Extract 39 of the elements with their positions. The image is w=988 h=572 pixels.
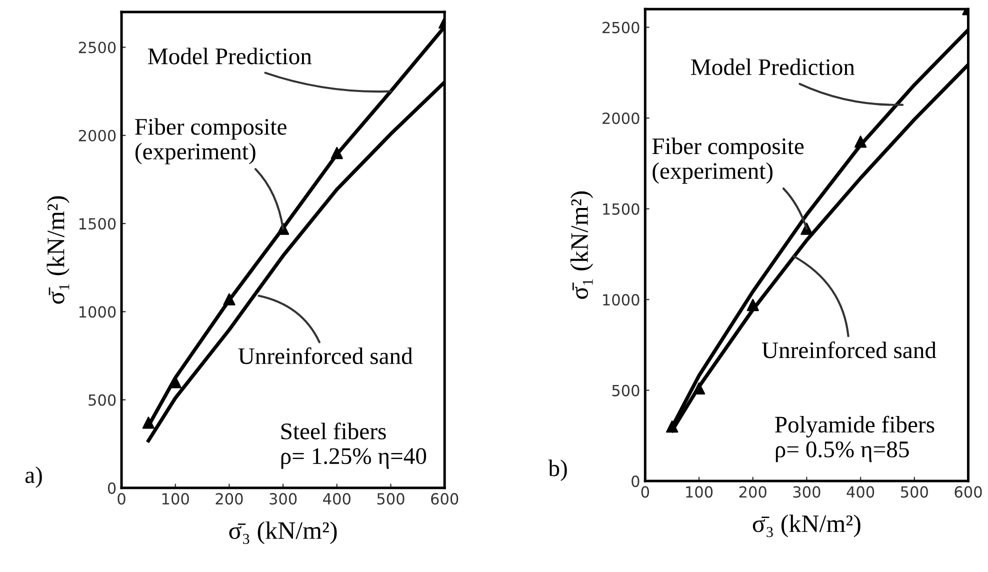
annotation: Steel fibers ρ= 1.25% η=40 xyxy=(281,422,426,469)
y-tick-label: 2000 xyxy=(602,112,640,124)
y-tick-label: 500 xyxy=(88,394,116,406)
x-tick-label: 0 xyxy=(641,486,650,498)
x-tick-label: 500 xyxy=(377,493,404,505)
x-tick-label: 600 xyxy=(954,486,982,498)
annotation: Unreinforced sand xyxy=(238,347,413,364)
text: a) xyxy=(25,466,42,488)
y-tick-label: 2000 xyxy=(78,130,116,142)
annotation: Polyamide fibers ρ= 0.5% η=85 xyxy=(775,416,934,462)
x-axis-title: σ̄₃ (kN/m²) xyxy=(229,521,337,544)
annotation: Model Prediction xyxy=(691,58,855,76)
annotation: Unreinforced sand xyxy=(762,341,936,358)
y-tick-label: 2500 xyxy=(602,22,640,34)
y-tick-label: 0 xyxy=(632,476,640,488)
x-tick-label: 600 xyxy=(431,493,458,505)
y-axis-title: σ̄₁ (kN/m²) xyxy=(570,191,594,299)
x-tick-label: 200 xyxy=(739,486,766,498)
annotation: Model Prediction xyxy=(148,48,312,64)
x-tick-label: 400 xyxy=(846,486,874,498)
x-tick-label: 300 xyxy=(793,486,820,498)
x-tick-label: 0 xyxy=(118,493,126,505)
x-tick-label: 100 xyxy=(162,493,189,505)
x-tick-label: 500 xyxy=(900,486,928,498)
x-tick-label: 100 xyxy=(686,486,713,498)
y-tick-label: 1500 xyxy=(603,203,640,215)
y-axis-title: σ̄₁ (kN/m²) xyxy=(46,196,70,304)
annotation: Fiber composite (experiment) xyxy=(135,118,286,164)
text: b) xyxy=(548,460,567,482)
y-tick-label: 1000 xyxy=(603,294,640,306)
x-tick-label: 400 xyxy=(323,493,350,505)
annotation: Fiber composite (experiment) xyxy=(652,138,804,184)
x-axis-title: σ̄₃ (kN/m²) xyxy=(752,514,860,538)
x-tick-label: 300 xyxy=(270,493,297,505)
y-tick-label: 2500 xyxy=(78,42,116,54)
x-tick-label: 200 xyxy=(216,493,243,505)
y-tick-label: 1000 xyxy=(79,306,116,318)
y-tick-label: 1500 xyxy=(79,218,116,230)
y-tick-label: 500 xyxy=(612,384,640,396)
